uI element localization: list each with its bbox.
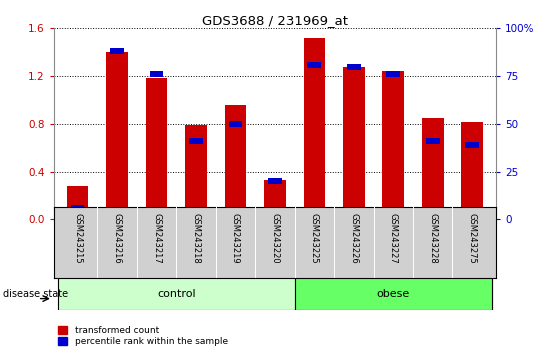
Text: GSM243218: GSM243218 (191, 213, 201, 263)
Text: disease state: disease state (3, 289, 68, 299)
Title: GDS3688 / 231969_at: GDS3688 / 231969_at (202, 14, 348, 27)
Bar (67, 186, 88, 219)
Bar (150, 71, 163, 77)
Text: GSM243216: GSM243216 (113, 213, 121, 263)
Text: GSM243219: GSM243219 (231, 213, 240, 263)
Bar (106, 52, 128, 219)
Bar (347, 64, 361, 69)
Bar (110, 48, 124, 54)
Bar (229, 121, 243, 127)
Bar (189, 138, 203, 144)
Bar (264, 180, 286, 219)
Text: GSM243217: GSM243217 (152, 213, 161, 263)
Bar (185, 125, 207, 219)
Text: GSM243228: GSM243228 (429, 213, 437, 263)
Bar (225, 105, 246, 219)
Text: GSM243215: GSM243215 (73, 213, 82, 263)
Text: GSM243220: GSM243220 (271, 213, 279, 263)
Text: control: control (157, 289, 196, 299)
Bar (307, 62, 321, 68)
Text: GSM243226: GSM243226 (349, 213, 358, 263)
Bar (461, 121, 483, 219)
Text: GSM243227: GSM243227 (389, 213, 398, 263)
Bar (422, 118, 444, 219)
Bar (71, 205, 85, 211)
Text: obese: obese (377, 289, 410, 299)
Bar (303, 38, 325, 219)
Text: GSM243225: GSM243225 (310, 213, 319, 263)
Legend: transformed count, percentile rank within the sample: transformed count, percentile rank withi… (58, 326, 228, 346)
Bar (268, 178, 282, 184)
Bar (426, 138, 440, 144)
Bar (386, 71, 400, 77)
Bar (146, 79, 167, 219)
Text: GSM243275: GSM243275 (468, 213, 476, 263)
Bar (465, 142, 479, 148)
Bar (295, 278, 492, 310)
Bar (58, 278, 295, 310)
Bar (383, 72, 404, 219)
Bar (343, 67, 365, 219)
